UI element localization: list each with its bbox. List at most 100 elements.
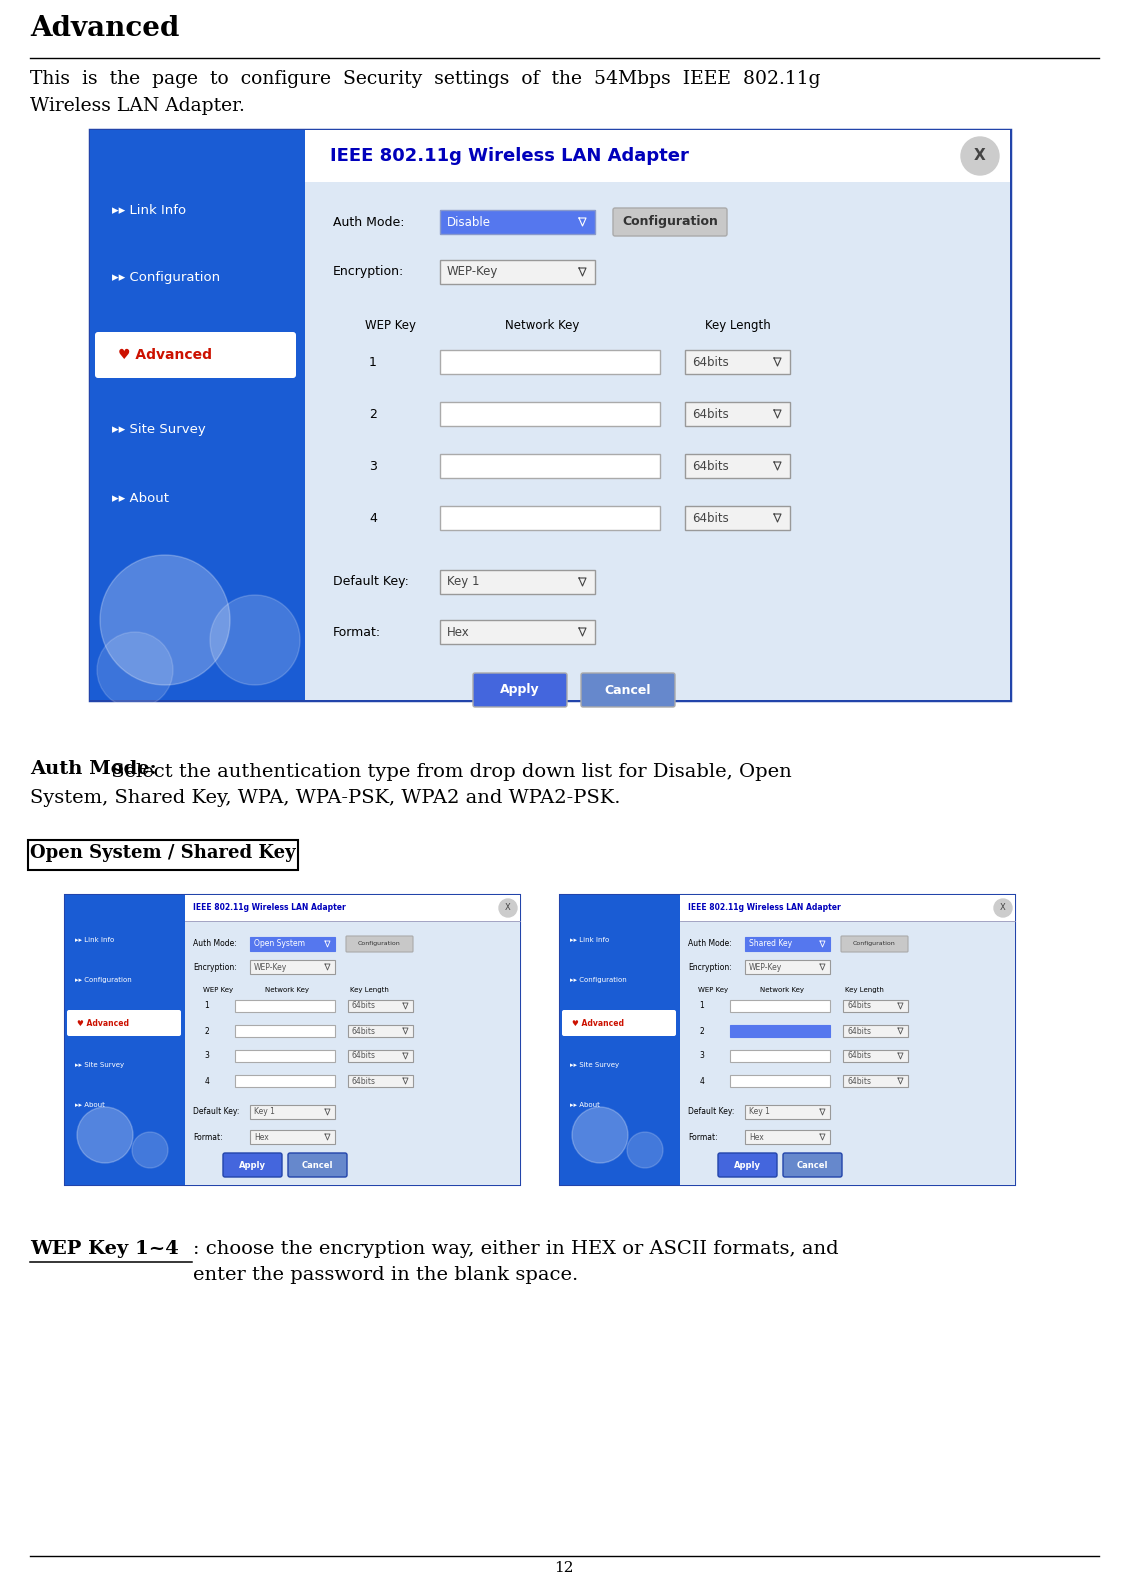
Text: 64bits: 64bits bbox=[847, 1051, 870, 1061]
Bar bbox=[348, 1024, 413, 1037]
Text: Key 1: Key 1 bbox=[254, 1108, 274, 1116]
Bar bbox=[730, 1024, 830, 1037]
FancyBboxPatch shape bbox=[784, 1153, 842, 1176]
FancyBboxPatch shape bbox=[581, 674, 675, 707]
Text: 64bits: 64bits bbox=[352, 1077, 376, 1086]
Text: Cancel: Cancel bbox=[301, 1160, 333, 1170]
Text: Default Key:: Default Key: bbox=[333, 575, 409, 588]
Circle shape bbox=[100, 555, 230, 685]
FancyBboxPatch shape bbox=[562, 1010, 676, 1036]
Bar bbox=[440, 402, 660, 425]
Bar bbox=[440, 454, 660, 477]
Text: Key Length: Key Length bbox=[350, 987, 388, 993]
Text: Configuration: Configuration bbox=[622, 215, 718, 229]
Text: ▸▸ Link Info: ▸▸ Link Info bbox=[112, 204, 186, 217]
Text: ▸▸ Configuration: ▸▸ Configuration bbox=[570, 977, 627, 983]
FancyBboxPatch shape bbox=[473, 674, 567, 707]
Text: X: X bbox=[505, 903, 511, 912]
Bar bbox=[730, 1050, 830, 1062]
Text: WEP Key: WEP Key bbox=[203, 987, 233, 993]
Text: 64bits: 64bits bbox=[847, 1001, 870, 1010]
Circle shape bbox=[97, 632, 173, 708]
Text: Open System / Shared Key: Open System / Shared Key bbox=[30, 844, 296, 862]
Bar bbox=[560, 895, 680, 1186]
Text: ▸▸ Site Survey: ▸▸ Site Survey bbox=[75, 1062, 124, 1069]
Bar bbox=[235, 1050, 335, 1062]
Text: 64bits: 64bits bbox=[692, 460, 728, 473]
Bar bbox=[305, 182, 1010, 700]
Text: ♥ Advanced: ♥ Advanced bbox=[77, 1018, 129, 1028]
Bar bbox=[235, 1075, 335, 1088]
Text: 1: 1 bbox=[204, 1001, 209, 1010]
Bar bbox=[28, 840, 298, 870]
Bar bbox=[440, 349, 660, 375]
Text: Hex: Hex bbox=[254, 1132, 269, 1141]
Text: ▸▸ About: ▸▸ About bbox=[112, 492, 169, 504]
FancyBboxPatch shape bbox=[841, 936, 908, 952]
Text: ▸▸ Configuration: ▸▸ Configuration bbox=[112, 272, 220, 285]
Bar bbox=[90, 130, 305, 700]
Bar bbox=[685, 454, 790, 477]
Text: IEEE 802.11g Wireless LAN Adapter: IEEE 802.11g Wireless LAN Adapter bbox=[330, 147, 689, 164]
Text: Apply: Apply bbox=[500, 683, 540, 697]
Text: 64bits: 64bits bbox=[352, 1001, 376, 1010]
Text: WEP-Key: WEP-Key bbox=[447, 266, 498, 278]
Circle shape bbox=[627, 1132, 663, 1168]
Bar bbox=[730, 1001, 830, 1012]
Text: 64bits: 64bits bbox=[352, 1026, 376, 1036]
Bar bbox=[843, 1001, 908, 1012]
Text: Encryption:: Encryption: bbox=[193, 963, 237, 971]
FancyBboxPatch shape bbox=[345, 936, 413, 952]
Bar bbox=[235, 1001, 335, 1012]
Bar bbox=[65, 895, 185, 1186]
Bar bbox=[843, 1024, 908, 1037]
Bar bbox=[843, 1075, 908, 1088]
Text: ▸▸ Configuration: ▸▸ Configuration bbox=[75, 977, 132, 983]
Bar bbox=[745, 938, 830, 952]
Text: WEP Key 1~4: WEP Key 1~4 bbox=[30, 1240, 178, 1258]
Text: Format:: Format: bbox=[688, 1132, 718, 1141]
Text: 1: 1 bbox=[369, 356, 377, 368]
Text: 3: 3 bbox=[369, 460, 377, 473]
Text: ▸▸ Site Survey: ▸▸ Site Survey bbox=[570, 1062, 619, 1069]
Text: Auth Mode:: Auth Mode: bbox=[193, 939, 237, 949]
Text: WEP-Key: WEP-Key bbox=[749, 963, 782, 971]
Text: Wireless LAN Adapter.: Wireless LAN Adapter. bbox=[30, 96, 245, 115]
Text: Apply: Apply bbox=[238, 1160, 265, 1170]
Text: 64bits: 64bits bbox=[692, 512, 728, 525]
Text: 64bits: 64bits bbox=[847, 1077, 870, 1086]
Text: Apply: Apply bbox=[734, 1160, 761, 1170]
Bar bbox=[348, 1075, 413, 1088]
FancyBboxPatch shape bbox=[718, 1153, 777, 1176]
Text: Auth Mode:: Auth Mode: bbox=[30, 760, 157, 778]
Circle shape bbox=[572, 1107, 628, 1164]
Circle shape bbox=[77, 1107, 133, 1164]
Bar bbox=[440, 620, 595, 643]
Text: IEEE 802.11g Wireless LAN Adapter: IEEE 802.11g Wireless LAN Adapter bbox=[193, 903, 345, 912]
Bar bbox=[685, 506, 790, 530]
Text: ▸▸ About: ▸▸ About bbox=[75, 1102, 105, 1108]
Text: 64bits: 64bits bbox=[847, 1026, 870, 1036]
Text: This  is  the  page  to  configure  Security  settings  of  the  54Mbps  IEEE  8: This is the page to configure Security s… bbox=[30, 70, 821, 89]
Text: Key Length: Key Length bbox=[844, 987, 884, 993]
Bar bbox=[65, 895, 520, 1186]
Text: ♥ Advanced: ♥ Advanced bbox=[572, 1018, 624, 1028]
Bar bbox=[348, 1050, 413, 1062]
Text: 64bits: 64bits bbox=[692, 408, 728, 421]
Text: WEP-Key: WEP-Key bbox=[254, 963, 287, 971]
Text: Auth Mode:: Auth Mode: bbox=[333, 215, 404, 229]
Text: Encryption:: Encryption: bbox=[688, 963, 732, 971]
FancyBboxPatch shape bbox=[67, 1010, 181, 1036]
Text: Open System: Open System bbox=[254, 939, 305, 949]
Bar bbox=[250, 960, 335, 974]
Text: Configuration: Configuration bbox=[358, 942, 401, 947]
Text: 12: 12 bbox=[554, 1560, 574, 1575]
Text: Default Key:: Default Key: bbox=[688, 1108, 734, 1116]
FancyBboxPatch shape bbox=[288, 1153, 347, 1176]
Bar bbox=[250, 938, 335, 952]
Text: Key 1: Key 1 bbox=[749, 1108, 770, 1116]
Text: Format:: Format: bbox=[333, 626, 382, 639]
Text: Network Key: Network Key bbox=[760, 987, 804, 993]
Text: 3: 3 bbox=[700, 1051, 704, 1061]
Text: 64bits: 64bits bbox=[692, 356, 728, 368]
